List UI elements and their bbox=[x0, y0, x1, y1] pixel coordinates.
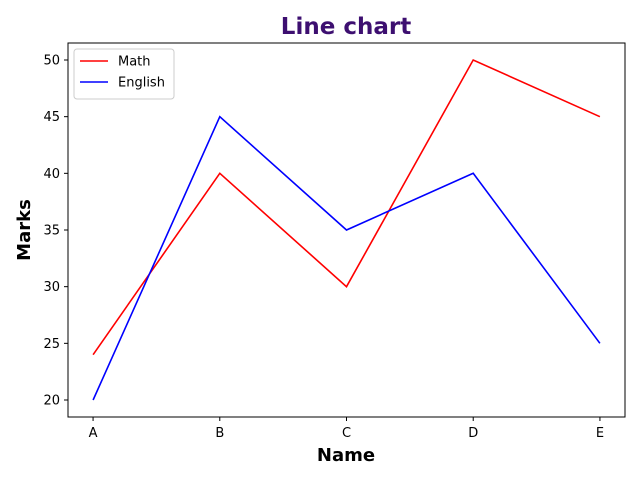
y-tick-label: 40 bbox=[43, 167, 60, 182]
x-axis: A B C D E bbox=[89, 417, 604, 441]
x-tick-label: C bbox=[342, 426, 351, 441]
series-line-english bbox=[92, 115, 601, 401]
y-tick-label: 30 bbox=[43, 280, 60, 295]
legend-label-english: English bbox=[118, 76, 165, 91]
x-tick-label: B bbox=[215, 426, 224, 441]
y-tick-label: 50 bbox=[43, 54, 60, 69]
x-tick-label: E bbox=[596, 426, 604, 441]
x-axis-title: Name bbox=[317, 445, 375, 466]
y-tick-label: 35 bbox=[43, 224, 60, 239]
y-axis: 20 25 30 35 40 45 50 bbox=[43, 54, 68, 409]
y-tick-label: 45 bbox=[43, 110, 60, 125]
x-tick-label: A bbox=[89, 426, 98, 441]
chart-title: Line chart bbox=[281, 14, 411, 40]
y-tick-label: 20 bbox=[43, 394, 60, 409]
y-tick-label: 25 bbox=[43, 337, 60, 352]
y-axis-title: Marks bbox=[14, 199, 35, 261]
x-tick-label: D bbox=[468, 426, 478, 441]
legend-label-math: Math bbox=[118, 55, 151, 70]
legend: Math English bbox=[73, 48, 175, 100]
series-lines bbox=[92, 58, 601, 401]
series-line-math bbox=[92, 58, 601, 356]
